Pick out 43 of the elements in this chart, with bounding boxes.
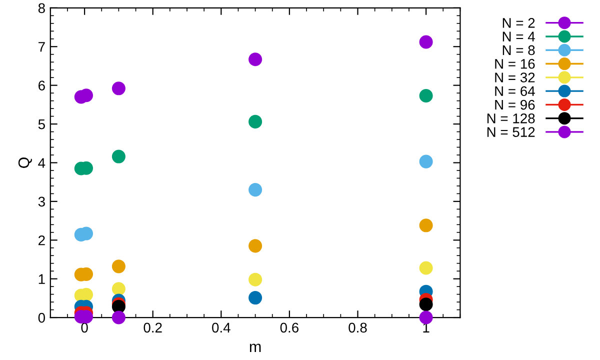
y-tick-label: 1	[38, 274, 45, 284]
y-tick-label: 7	[38, 42, 45, 52]
legend-label: N = 128	[487, 114, 535, 124]
x-tick-label: 0.8	[348, 322, 367, 333]
y-tick-label: 0	[38, 312, 45, 323]
point	[248, 239, 262, 253]
legend-label: N = 4	[502, 32, 535, 42]
point	[112, 260, 126, 274]
point	[248, 114, 262, 128]
legend-label: N = 32	[495, 72, 535, 82]
x-tick-label: 0.6	[280, 322, 298, 333]
point	[419, 154, 433, 168]
point	[112, 282, 126, 296]
x-tick-label: 0	[81, 322, 88, 333]
point	[419, 298, 433, 312]
x-axis-title: m	[250, 344, 261, 352]
legend-label: N = 64	[495, 86, 535, 96]
y-axis-title: Q	[18, 158, 32, 168]
point	[248, 291, 262, 305]
legend-label: N = 8	[502, 45, 535, 56]
point	[112, 150, 126, 164]
legend-label: N = 2	[502, 18, 535, 28]
legend-label: N = 512	[487, 127, 535, 137]
point	[419, 218, 433, 232]
point	[419, 89, 433, 103]
legend-label: N = 96	[495, 100, 535, 110]
legend-label: N = 16	[495, 58, 535, 69]
x-tick-label: 0.2	[144, 322, 162, 333]
point	[419, 35, 433, 49]
y-tick-label: 6	[38, 80, 45, 90]
y-tick-label: 3	[38, 196, 45, 207]
point	[419, 261, 433, 275]
point	[248, 183, 262, 197]
point	[112, 310, 126, 324]
y-tick-label: 4	[38, 158, 46, 168]
point	[248, 272, 262, 286]
point	[112, 82, 126, 96]
point	[419, 310, 433, 324]
point	[248, 52, 262, 66]
y-tick-label: 5	[38, 119, 45, 130]
y-tick-label: 2	[38, 235, 45, 246]
x-tick-label: 0.4	[212, 322, 230, 333]
y-tick-label: 8	[38, 3, 45, 14]
